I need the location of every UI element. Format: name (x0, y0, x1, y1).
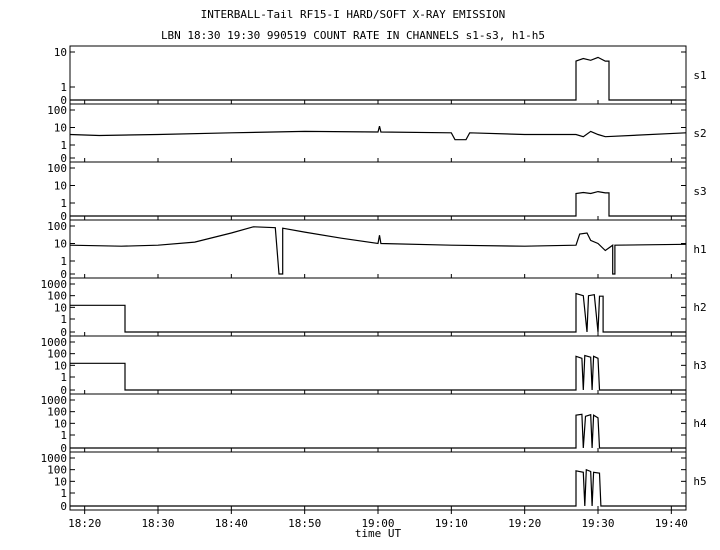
y-tick-label: 100 (47, 348, 67, 361)
y-tick-label: 0 (60, 268, 67, 281)
y-tick-label: 10 (54, 238, 67, 251)
y-tick-label: 10 (54, 122, 67, 135)
y-tick-label: 0 (60, 500, 67, 513)
x-tick-label: 19:40 (655, 517, 688, 530)
y-tick-label: 100 (47, 290, 67, 303)
y-tick-label: 0 (60, 384, 67, 397)
series-line-h2 (70, 292, 686, 333)
x-tick-label: 19:20 (508, 517, 541, 530)
series-line-s2 (69, 125, 687, 141)
channel-label-s2: s2 (693, 127, 706, 140)
chart-title: INTERBALL-Tail RF15-I HARD/SOFT X-RAY EM… (201, 8, 506, 21)
channel-label-h1: h1 (693, 243, 706, 256)
y-tick-label: 0 (60, 94, 67, 107)
x-axis: 18:20 18:30 18:40 18:50 19:00 19:10 19:20 19:30… (68, 510, 688, 530)
channel-label-s1: s1 (693, 69, 706, 82)
y-tick-label: 10 (54, 180, 67, 193)
y-tick-label: 100 (47, 406, 67, 419)
panel-frame (69, 45, 687, 105)
panels-group: 1010s11001010s21001010s31001010h11000100… (41, 45, 707, 513)
channel-label-s3: s3 (693, 185, 706, 198)
series-line-s1 (70, 56, 686, 101)
y-tick-label: 1000 (41, 394, 68, 407)
x-tick-label: 19:00 (361, 517, 394, 530)
y-tick-label: 1 (60, 487, 67, 500)
y-tick-label: 100 (47, 464, 67, 477)
y-tick-label: 1000 (41, 336, 68, 349)
y-tick-label: 100 (47, 220, 67, 233)
panel-frame (69, 219, 687, 279)
x-tick-label: 18:50 (288, 517, 321, 530)
y-tick-label: 10 (54, 359, 67, 372)
series-line-s3 (70, 190, 686, 217)
y-tick-label: 1 (60, 197, 67, 210)
x-axis-label: time UT (355, 527, 402, 540)
x-tick-label: 18:20 (68, 517, 101, 530)
panel-frame (69, 161, 687, 221)
panel-frame (69, 277, 687, 337)
channel-label-h4: h4 (693, 417, 707, 430)
y-tick-label: 1 (60, 139, 67, 152)
y-tick-label: 1 (60, 255, 67, 268)
y-tick-label: 1000 (41, 278, 68, 291)
x-tick-label: 18:40 (215, 517, 248, 530)
y-tick-label: 100 (47, 104, 67, 117)
y-tick-label: 0 (60, 210, 67, 223)
series-line-h3 (70, 354, 686, 391)
y-tick-label: 1 (60, 371, 67, 384)
x-tick-label: 18:30 (141, 517, 174, 530)
channel-label-h5: h5 (693, 475, 706, 488)
series-line-h1 (69, 226, 687, 275)
y-tick-label: 1 (60, 429, 67, 442)
panel-h1: 100 10 10 h1 (47, 219, 707, 281)
series-line-h5 (70, 468, 686, 507)
y-tick-label: 10 (54, 46, 67, 59)
y-tick-label: 10 (54, 301, 67, 314)
y-tick-label: 10 (54, 475, 67, 488)
y-tick-label: 0 (60, 442, 67, 455)
channel-label-h3: h3 (693, 359, 706, 372)
x-tick-label: 19:10 (435, 517, 468, 530)
chart-subtitle: LBN 18:30 19:30 990519 COUNT RATE IN CHA… (161, 29, 545, 42)
x-tick-label: 19:30 (581, 517, 614, 530)
channel-label-h2: h2 (693, 301, 706, 314)
y-tick-label: 100 (47, 162, 67, 175)
panel-s2: 100 10 10 s2 (47, 103, 707, 165)
y-tick-label: 1000 (41, 452, 68, 465)
panel-s3: 100 10 10 s3 (47, 161, 707, 223)
y-tick-label: 0 (60, 152, 67, 165)
series-line-h4 (70, 413, 686, 449)
y-tick-label: 10 (54, 417, 67, 430)
panel-s1: 10 10 s1 (54, 45, 707, 107)
y-tick-label: 1 (60, 81, 67, 94)
y-tick-label: 1 (60, 313, 67, 326)
y-tick-label: 0 (60, 326, 67, 339)
